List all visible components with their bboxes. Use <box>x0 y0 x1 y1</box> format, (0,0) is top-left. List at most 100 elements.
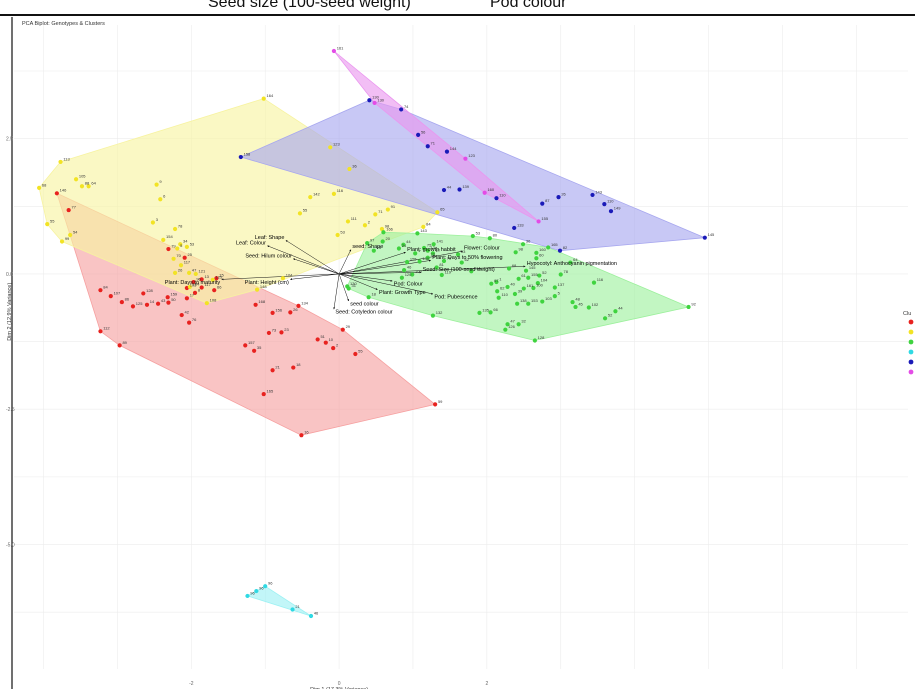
cluster-2-point <box>331 191 337 196</box>
y-tick-label: -5.0 <box>6 543 15 549</box>
cluster-5-point <box>367 98 372 103</box>
point-label: 29 <box>346 324 351 329</box>
y-axis-title: Dim 2 (12.9% Variance) <box>7 283 13 341</box>
point-label: 104 <box>193 281 200 286</box>
point-label: 18 <box>296 362 301 367</box>
cluster-3-point <box>470 233 475 239</box>
point-label: 135 <box>482 307 489 312</box>
cluster-2-point <box>280 276 286 281</box>
point-label: 157 <box>248 340 255 345</box>
cluster-2-point <box>210 277 215 282</box>
variable-arrow <box>339 265 526 275</box>
variable-arrow <box>267 245 340 275</box>
cluster-3-point <box>431 242 436 247</box>
variable-arrow <box>221 273 340 281</box>
cluster-2-point <box>435 210 440 215</box>
cluster-3-point <box>371 248 376 253</box>
cluster-3-point <box>410 272 415 277</box>
point-label: 111 <box>351 216 358 221</box>
cluster-1-point <box>279 330 284 335</box>
cluster-3-point <box>381 230 386 235</box>
point-label: 76 <box>192 317 197 322</box>
cluster-3-point <box>496 295 501 300</box>
point-label: 62 <box>465 257 470 262</box>
point-label: 3 <box>156 217 159 222</box>
point-label: 36 <box>526 239 531 244</box>
cluster-3-point <box>477 310 482 316</box>
cluster-5-point <box>425 144 430 149</box>
point-label: 53 <box>476 230 481 235</box>
cluster-5-point <box>399 107 404 112</box>
variable-label: Hypocotyl: Anthocyanin pigmentation <box>527 261 617 267</box>
point-label: 96 <box>250 590 255 595</box>
cluster-3-point <box>415 231 420 236</box>
point-label: 16 <box>304 430 309 435</box>
cluster-3-point <box>365 240 370 246</box>
cluster-3-point <box>537 273 542 278</box>
cluster-5-point <box>444 149 450 154</box>
cluster-1-point <box>433 402 438 407</box>
point-label: 91 <box>391 204 396 209</box>
cluster-6-point <box>463 156 468 161</box>
cluster-1-point <box>117 343 122 348</box>
point-label: 73 <box>272 327 277 332</box>
cluster-1-point <box>340 327 345 332</box>
cluster-1-point <box>199 285 204 290</box>
cluster-1-point <box>252 348 257 353</box>
point-label: 110 <box>499 193 506 198</box>
caption-right-text: Pod colour <box>490 0 567 11</box>
point-label: 161 <box>337 45 344 50</box>
cluster-1-point <box>266 330 272 336</box>
variable-label: Flower: Colour <box>464 246 500 252</box>
cluster-1-point <box>192 290 198 295</box>
cluster-3-point <box>396 246 402 251</box>
cluster-3-point <box>568 260 573 265</box>
cluster-2-point <box>261 96 266 101</box>
point-label: 148 <box>260 284 267 289</box>
point-label: 145 <box>529 265 536 270</box>
cluster-1-point <box>315 337 320 342</box>
cluster-3-point <box>516 322 521 327</box>
cluster-3-point <box>439 272 444 278</box>
cluster-2-point <box>308 194 313 200</box>
point-label: 82 <box>563 245 568 250</box>
cluster-2-point <box>73 177 79 182</box>
variable-label: Seed: Hilum colour <box>245 253 292 259</box>
point-label: 158 <box>244 151 251 156</box>
cluster-3-point <box>430 251 436 256</box>
cluster-1-point <box>299 433 304 438</box>
cluster-2-point <box>184 244 189 249</box>
cluster-1-point <box>182 255 187 260</box>
point-label: 116 <box>337 188 344 193</box>
point-label: 80 <box>493 233 498 238</box>
cluster-6-point <box>536 219 541 224</box>
cluster-5-point <box>512 225 517 231</box>
point-label: 89 <box>122 340 127 345</box>
point-label: 107 <box>114 291 121 296</box>
y-tick-label: 0.0 <box>6 272 13 278</box>
point-label: 68 <box>42 182 47 187</box>
cluster-6-point <box>482 190 487 195</box>
cluster-2-point <box>187 270 192 275</box>
cluster-3-point <box>516 276 521 281</box>
cluster-2-point <box>204 301 209 306</box>
point-label: 140 <box>422 256 429 261</box>
cluster-4-point <box>290 607 295 612</box>
point-label: 6 <box>163 194 166 199</box>
cluster-3-point <box>512 291 518 297</box>
point-label: 1 <box>499 276 502 281</box>
y-tick-label: -2.5 <box>6 407 15 413</box>
cluster-3-point <box>532 338 537 343</box>
point-label: 120 <box>405 272 412 277</box>
point-label: 47 <box>510 319 515 324</box>
point-label: 149 <box>614 206 621 211</box>
cluster-2-point <box>328 145 333 150</box>
point-label: 73 <box>431 252 436 257</box>
point-label: 153 <box>531 298 538 303</box>
point-label: 21 <box>295 604 300 609</box>
point-label: 78 <box>178 223 183 228</box>
cluster-6-point <box>331 48 337 54</box>
point-label: 78 <box>564 269 569 274</box>
variable-arrow <box>339 250 463 275</box>
